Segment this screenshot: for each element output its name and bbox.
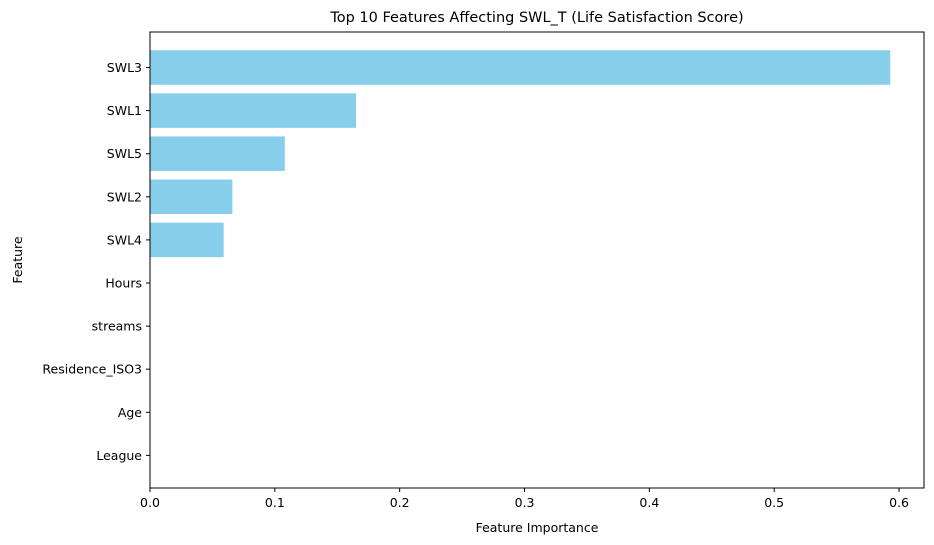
x-tick-label-5: 0.5 bbox=[764, 495, 784, 510]
x-axis-label: Feature Importance bbox=[476, 520, 599, 535]
y-tick-label-swl3: SWL3 bbox=[107, 60, 142, 75]
bar-swl5 bbox=[150, 136, 285, 171]
x-tick-label-6: 0.6 bbox=[889, 495, 909, 510]
chart-title: Top 10 Features Affecting SWL_T (Life Sa… bbox=[329, 10, 743, 26]
bar-swl3 bbox=[150, 50, 891, 85]
y-tick-label-residence-iso3: Residence_ISO3 bbox=[42, 362, 142, 377]
x-tick-label-4: 0.4 bbox=[639, 495, 659, 510]
y-tick-label-swl2: SWL2 bbox=[107, 189, 142, 204]
x-tick-label-2: 0.2 bbox=[390, 495, 410, 510]
plot-frame bbox=[149, 31, 925, 489]
x-tick-label-1: 0.1 bbox=[265, 495, 285, 510]
x-ticks: 0.0 0.1 0.2 0.3 0.4 0.5 0.6 bbox=[140, 488, 909, 510]
bars-layer bbox=[150, 50, 891, 258]
y-axis-label: Feature bbox=[10, 236, 25, 284]
bar-swl4 bbox=[150, 222, 224, 258]
x-tick-label-3: 0.3 bbox=[515, 495, 535, 510]
y-ticks: SWL3 SWL1 SWL5 SWL2 SWL4 Hours streams Residenc… bbox=[42, 60, 150, 463]
x-tick-label-0: 0.0 bbox=[140, 495, 160, 510]
y-tick-label-league: League bbox=[96, 448, 142, 463]
bar-swl2 bbox=[150, 179, 233, 215]
y-tick-label-hours: Hours bbox=[105, 276, 142, 291]
y-tick-label-age: Age bbox=[118, 405, 142, 420]
bar-swl1 bbox=[150, 93, 356, 128]
y-tick-label-streams: streams bbox=[92, 319, 142, 334]
y-tick-label-swl5: SWL5 bbox=[107, 146, 142, 161]
y-tick-label-swl4: SWL4 bbox=[107, 232, 142, 247]
y-tick-label-swl1: SWL1 bbox=[107, 103, 142, 118]
